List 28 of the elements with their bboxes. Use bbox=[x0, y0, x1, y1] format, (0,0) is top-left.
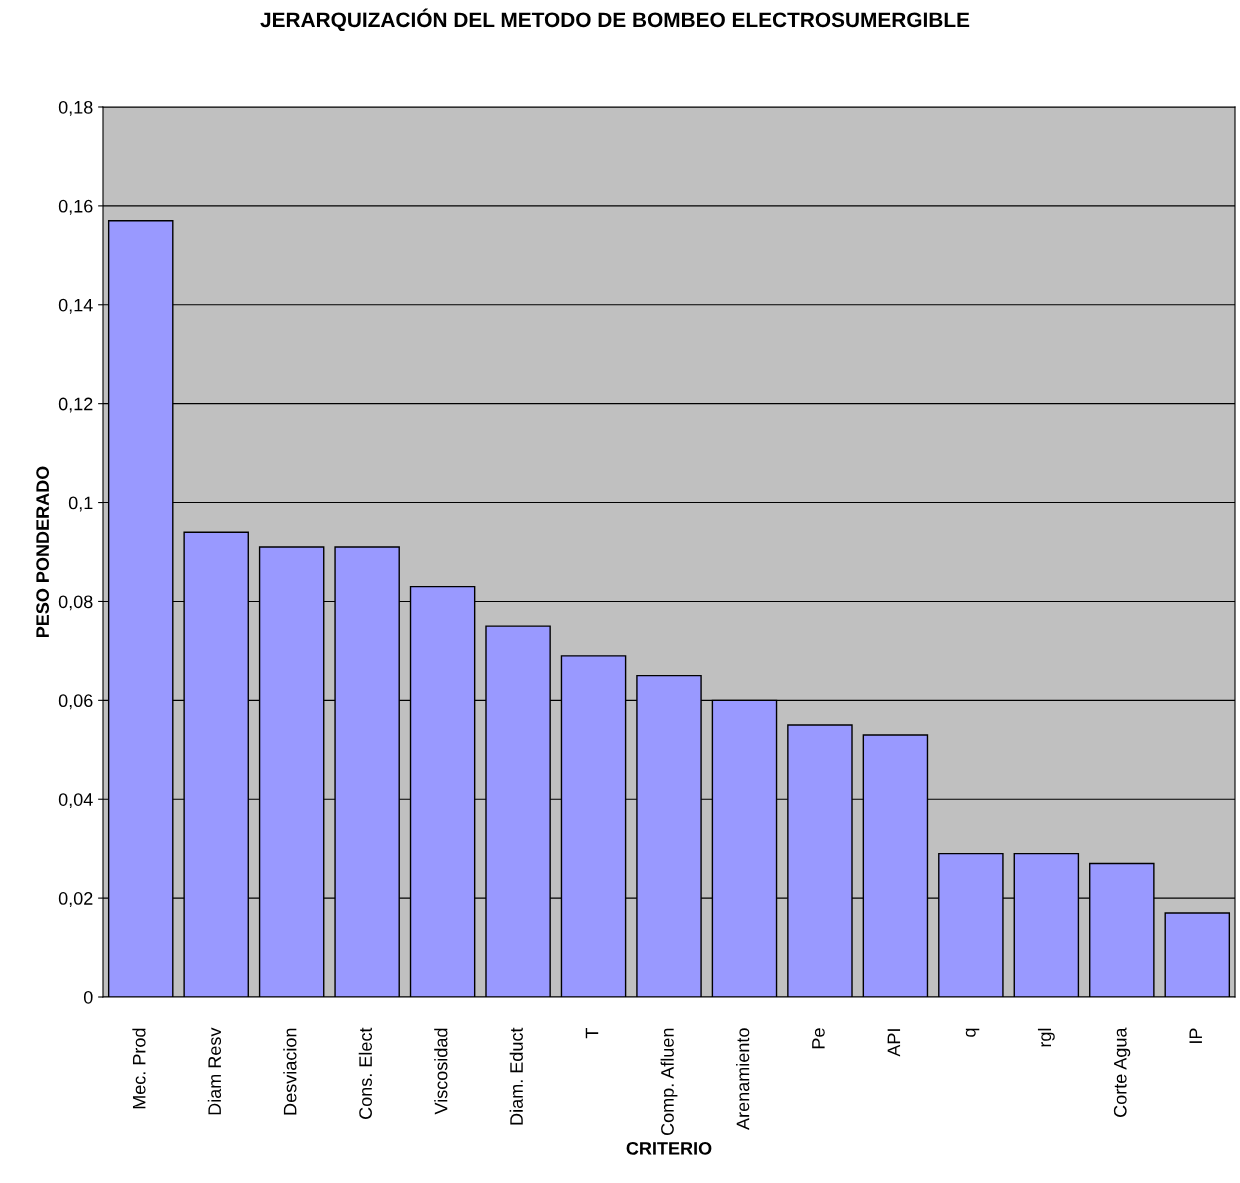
y-tick-label: 0,1 bbox=[68, 496, 93, 512]
y-tick-label: 0,02 bbox=[58, 892, 93, 907]
x-tick-label: T bbox=[585, 1027, 599, 1039]
y-tick-label: 0,14 bbox=[58, 298, 93, 314]
chart-title: JERARQUIZACIÓN DEL METODO DE BOMBEO ELECTROSUMERGIBLE bbox=[260, 8, 970, 32]
x-axis-title: CRITERIO bbox=[626, 1141, 712, 1155]
x-tick-label: API bbox=[887, 1029, 901, 1057]
x-tick-label: Cons. Elect bbox=[358, 1027, 372, 1119]
y-tick-label: 0,16 bbox=[58, 199, 93, 215]
y-axis-title: PESO PONDERADO bbox=[36, 466, 50, 638]
x-tick-label: Mec. Prod bbox=[132, 1028, 146, 1109]
x-tick-label: Arenamiento bbox=[736, 1028, 750, 1130]
x-tick-label: Diam. Educt bbox=[509, 1027, 523, 1125]
x-tick-label: Corte Agua bbox=[1113, 1027, 1131, 1117]
y-tick-label: 0,18 bbox=[58, 100, 93, 116]
x-tick-label: rgl bbox=[1037, 1028, 1055, 1047]
x-tick-label: Pe bbox=[812, 1028, 825, 1049]
y-tick-label: 0,06 bbox=[58, 694, 93, 710]
x-tick-label: Comp. Afluen bbox=[660, 1028, 678, 1136]
x-tick-label: q bbox=[965, 1028, 980, 1037]
x-tick-label: Diam Resv bbox=[207, 1027, 222, 1115]
y-tick-label: 0,04 bbox=[58, 793, 93, 809]
y-tick-label: 0,08 bbox=[58, 595, 93, 611]
x-tick-label: Viscosidad bbox=[434, 1028, 448, 1115]
x-tick-label: Desviacion bbox=[283, 1028, 297, 1115]
x-tick-label: IP bbox=[1189, 1028, 1202, 1043]
y-tick-label: 0 bbox=[83, 990, 93, 1004]
y-tick-label: 0,12 bbox=[58, 397, 93, 413]
